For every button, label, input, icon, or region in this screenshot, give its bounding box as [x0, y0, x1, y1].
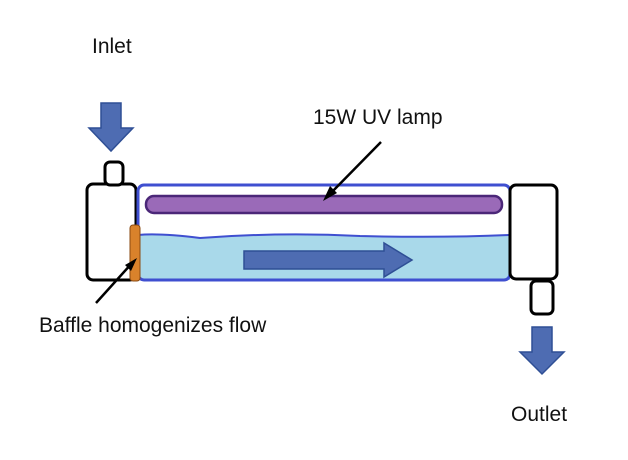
lamp-pointer-arrowhead: [323, 186, 337, 201]
outlet-arrow-icon: [518, 326, 566, 376]
baffle-label: Baffle homogenizes flow: [39, 314, 267, 337]
lamp-pointer-line: [326, 141, 382, 198]
baffle: [129, 224, 141, 282]
inlet-label: Inlet: [92, 35, 132, 58]
inlet-nozzle: [103, 160, 125, 187]
baffle-pointer-line: [95, 261, 134, 304]
uv-lamp-label: 15W UV lamp: [313, 106, 443, 129]
baffle-pointer-arrowhead: [125, 258, 137, 271]
uv-lamp: [144, 194, 504, 215]
outlet-label: Outlet: [511, 403, 568, 426]
outlet-nozzle: [529, 279, 555, 316]
inlet-arrow-icon: [87, 102, 135, 153]
flow-arrow-icon: [243, 241, 414, 279]
water-surface-line: [137, 233, 511, 240]
right-end-cap: [508, 183, 559, 281]
